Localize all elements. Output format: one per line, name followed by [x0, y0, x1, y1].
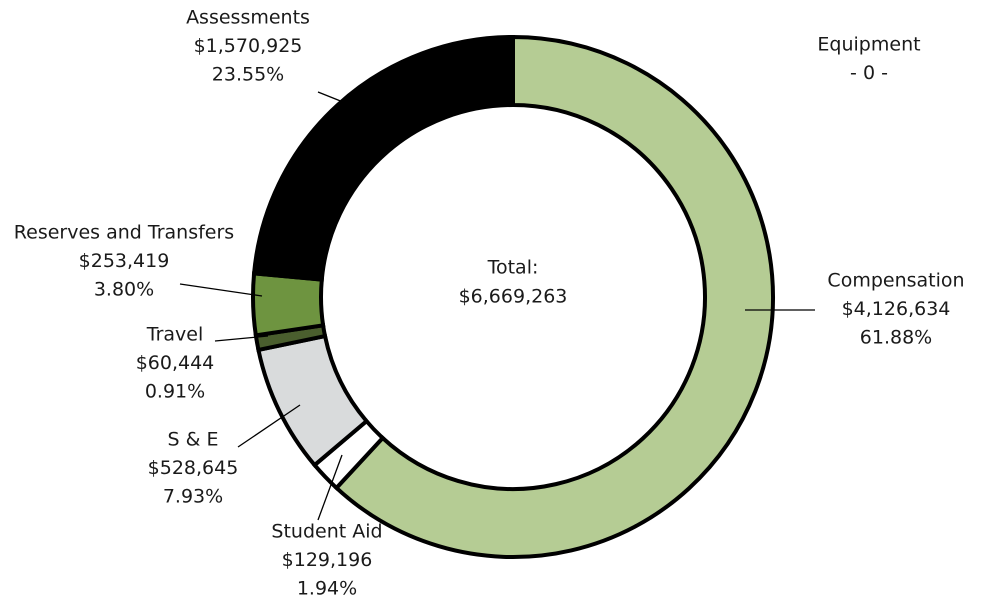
segment-name: Equipment [817, 34, 920, 56]
leader-line [317, 91, 349, 105]
segment-value: - 0 - [850, 62, 888, 84]
segment-percent: 3.80% [94, 279, 154, 301]
segment-name: S & E [168, 429, 219, 451]
segment-name: Reserves and Transfers [14, 222, 234, 244]
segment-value: $4,126,634 [842, 298, 951, 320]
segment-percent: 1.94% [297, 578, 357, 600]
segment-name: Student Aid [271, 521, 382, 543]
leader-line [214, 335, 269, 342]
segment-value: $60,444 [136, 352, 215, 374]
donut-segment [251, 271, 326, 338]
leader-line [179, 283, 263, 297]
leader-line [317, 454, 343, 521]
segment-value: $1,570,925 [194, 35, 303, 57]
donut-segment [333, 34, 775, 559]
center-label: Total: [487, 257, 539, 279]
segment-name: Compensation [827, 270, 964, 292]
center-total: $6,669,263 [459, 286, 568, 308]
segment-name: Travel [146, 324, 203, 346]
labels: Compensation $4,126,634 61.88% Student Aid $… [14, 7, 965, 600]
segment-name: Assessments [186, 7, 310, 29]
segment-percent: 61.88% [860, 327, 932, 349]
segment-value: $528,645 [148, 457, 239, 479]
segment-percent: 23.55% [212, 64, 284, 86]
donut [251, 34, 775, 559]
segment-value: $129,196 [282, 549, 373, 571]
segment-percent: 7.93% [163, 486, 223, 508]
donut-segment [251, 34, 515, 282]
segment-value: $253,419 [79, 250, 170, 272]
leader-line [237, 404, 301, 448]
segment-percent: 0.91% [145, 381, 205, 403]
